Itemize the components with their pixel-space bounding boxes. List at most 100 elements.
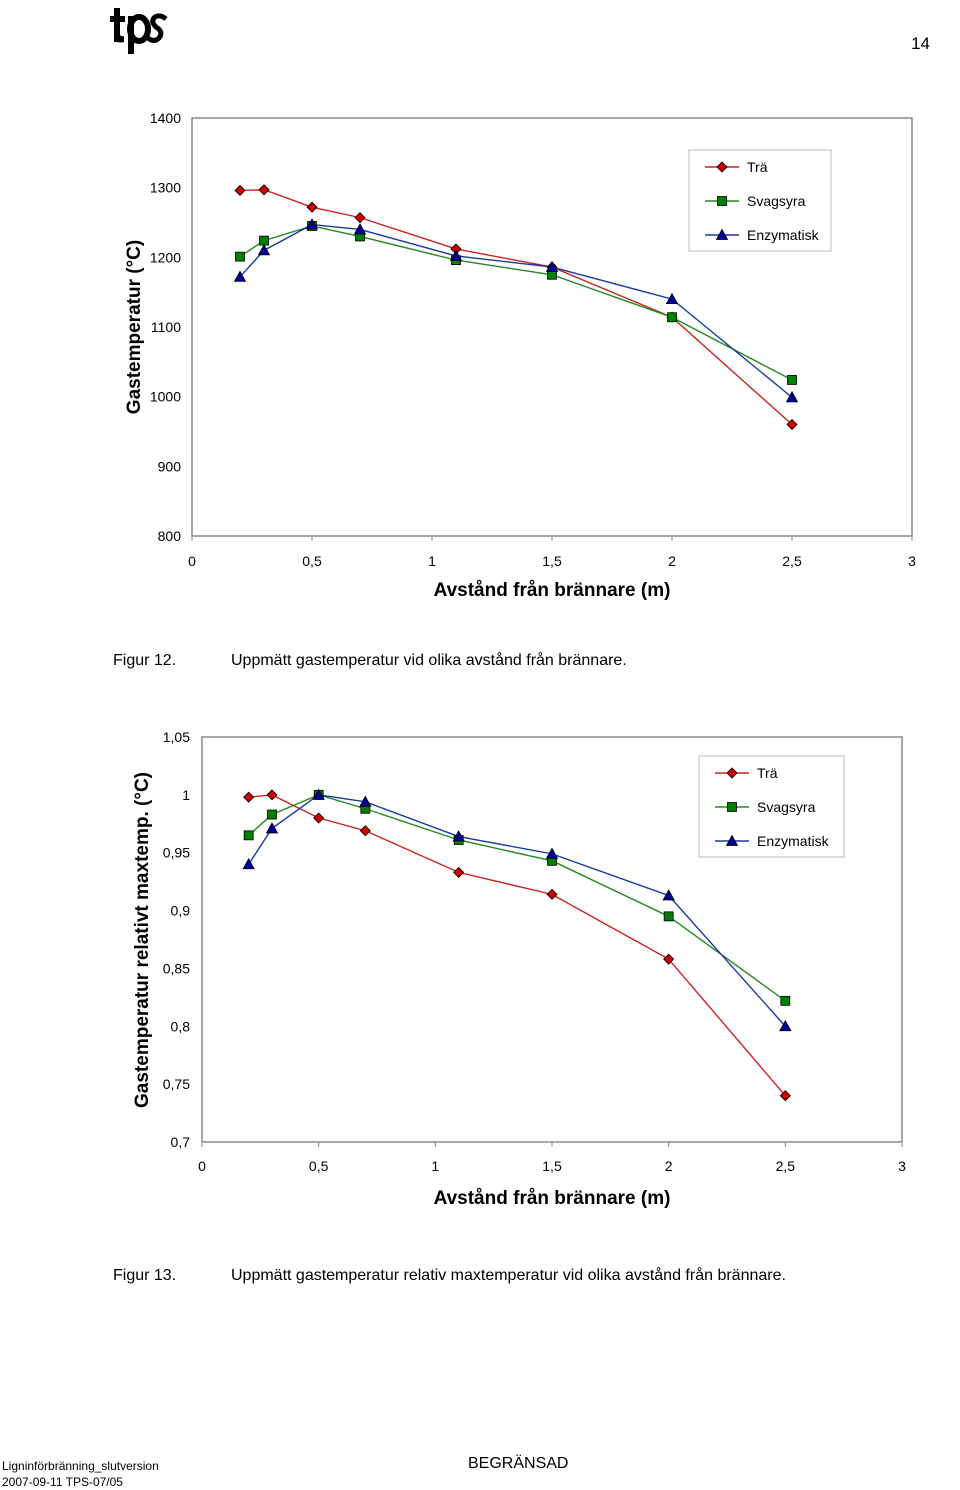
footer-doc-info: Ligninförbränning_slutversion 2007-09-11…	[2, 1458, 159, 1490]
data-point-Svagsyra	[267, 809, 277, 820]
data-point-Trä	[779, 1090, 791, 1102]
x-tick-label: 1,5	[542, 1158, 562, 1174]
data-point-Svagsyra	[780, 995, 791, 1006]
y-tick-label: 900	[158, 458, 182, 474]
y-tick-label: 1100	[151, 319, 181, 335]
data-point-Trä	[354, 212, 366, 224]
x-tick-label: 2	[665, 1158, 673, 1174]
footer-classification: BEGRÄNSAD	[468, 1455, 569, 1472]
series-line-Enzymatisk	[239, 223, 793, 398]
series-line-Svagsyra	[239, 225, 793, 381]
legend-label: Enzymatisk	[757, 833, 830, 849]
legend: Trä Svagsyra Enzymatisk	[698, 755, 845, 858]
series-line-Trä	[239, 189, 793, 426]
y-axis-label: Gastemperatur relativt maxtemp. (°C)	[132, 772, 153, 1108]
y-tick-label: 0,75	[163, 1076, 190, 1092]
y-tick-label: 0,85	[163, 960, 190, 976]
y-tick-label: 1	[182, 787, 190, 803]
legend-marker	[727, 802, 737, 812]
data-point-Trä	[546, 888, 558, 900]
data-point-Svagsyra	[667, 312, 677, 323]
data-point-Enzymatisk	[233, 270, 247, 282]
data-point-Svagsyra	[787, 375, 797, 385]
data-point-Enzymatisk	[662, 889, 675, 901]
x-tick-label: 0	[198, 1158, 206, 1174]
figure-label: Figur 13.	[113, 1267, 177, 1284]
figure-label: Figur 12.	[113, 652, 177, 669]
y-tick-label: 0,8	[171, 1018, 191, 1034]
series-line-Svagsyra	[248, 794, 786, 1002]
data-point-Enzymatisk	[265, 822, 279, 834]
data-point-Trä	[663, 953, 675, 965]
data-point-Enzymatisk	[779, 1019, 792, 1032]
x-tick-label: 0	[188, 553, 196, 569]
data-point-Trä	[453, 866, 465, 878]
figure-caption: Uppmätt gastemperatur relativ maxtempera…	[231, 1267, 786, 1284]
data-point-Enzymatisk	[545, 847, 559, 859]
y-tick-label: 1000	[150, 389, 181, 405]
x-axis-label: Avstånd från brännare (m)	[434, 580, 671, 601]
data-point-Trä	[234, 184, 246, 197]
data-point-Trä	[313, 812, 325, 824]
legend-label: Trä	[747, 159, 768, 175]
chart-relativ-temperatur: 0,7 0,75 0,8 0,85 0,9 0,95 1 1,05 0 0,5 1 1,5 2 2,5 3…	[132, 729, 906, 1209]
tps-logo	[110, 2, 170, 56]
x-tick-label: 1	[428, 553, 436, 569]
tps-logo-graphic	[110, 8, 168, 54]
series-line-Enzymatisk	[248, 794, 786, 1027]
legend-marker	[726, 767, 738, 779]
y-tick-label: 1,05	[163, 729, 190, 745]
data-point-Enzymatisk	[359, 795, 372, 807]
legend-label: Enzymatisk	[747, 227, 820, 243]
series-line-Trä	[248, 794, 786, 1097]
legend-marker	[725, 834, 739, 846]
x-tick-label: 2	[668, 553, 676, 569]
y-axis-label: Gastemperatur (°C)	[124, 240, 145, 414]
data-point-Trä	[266, 789, 278, 801]
data-point-Enzymatisk	[257, 244, 271, 256]
x-axis-label: Avstånd från brännare (m)	[434, 1188, 671, 1209]
x-tick-label: 3	[898, 1158, 906, 1174]
data-point-Trä	[243, 791, 255, 803]
data-point-Enzymatisk	[242, 857, 255, 870]
footer-doc-name: Ligninförbränning_slutversion	[2, 1459, 159, 1473]
figure-caption: Uppmätt gastemperatur vid olika avstånd …	[231, 652, 627, 669]
x-tick-label: 0,5	[302, 553, 322, 569]
data-point-Trä	[258, 184, 270, 196]
data-point-Enzymatisk	[305, 218, 319, 230]
y-tick-label: 0,7	[171, 1134, 191, 1150]
data-point-Enzymatisk	[452, 830, 465, 842]
x-tick-label: 2,5	[782, 553, 802, 569]
x-tick-label: 0,5	[309, 1158, 329, 1174]
legend-label: Svagsyra	[757, 799, 816, 815]
data-point-Svagsyra	[243, 830, 254, 841]
legend-label: Svagsyra	[747, 193, 806, 209]
data-point-Trä	[359, 825, 371, 837]
data-point-Enzymatisk	[545, 260, 559, 272]
data-point-Enzymatisk	[312, 788, 325, 800]
page-number: 14	[911, 34, 930, 53]
data-point-Enzymatisk	[353, 223, 367, 235]
legend-marker	[716, 161, 728, 173]
data-point-Svagsyra	[663, 911, 674, 922]
footer-doc-ref: 2007-09-11 TPS-07/05	[2, 1475, 123, 1489]
x-tick-label: 1,5	[542, 553, 562, 569]
data-point-Trä	[786, 418, 798, 431]
y-tick-label: 800	[158, 528, 182, 544]
chart-gastemperatur: 800 900 1000 1100 1200 1300 1400 0 0,5 1 1,5 2 2,5 3…	[124, 110, 916, 601]
data-point-Svagsyra	[235, 251, 245, 262]
x-tick-label: 3	[908, 553, 916, 569]
legend-marker	[717, 196, 727, 206]
data-point-Enzymatisk	[785, 391, 799, 403]
data-point-Enzymatisk	[665, 292, 679, 305]
data-point-Trä	[306, 201, 318, 213]
y-tick-label: 1200	[150, 249, 181, 265]
x-tick-label: 2,5	[776, 1158, 796, 1174]
legend-label: Trä	[757, 765, 778, 781]
y-tick-label: 0,95	[163, 845, 190, 861]
y-tick-label: 0,9	[171, 903, 191, 919]
data-point-Enzymatisk	[449, 249, 463, 261]
data-point-Svagsyra	[259, 235, 269, 246]
y-tick-label: 1400	[150, 110, 181, 126]
legend-marker	[715, 228, 729, 240]
